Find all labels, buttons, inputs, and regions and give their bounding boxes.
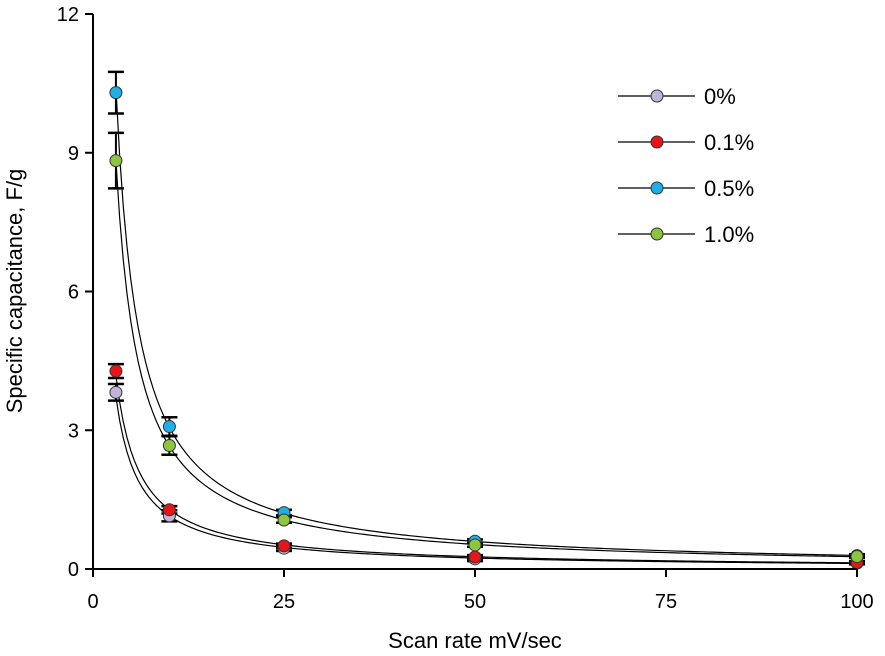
legend-marker [650, 89, 664, 103]
legend: 0% 0.1% 0.5% 1.0% [618, 84, 754, 247]
data-point [162, 503, 176, 517]
data-point [277, 539, 291, 553]
data-point [162, 420, 176, 434]
y-tick-label: 6 [68, 282, 79, 304]
y-axis-title: Specific capacitance, F/g [2, 169, 27, 414]
axes [92, 14, 857, 570]
data-point [162, 439, 176, 453]
data-points [109, 86, 864, 570]
data-point [109, 364, 123, 378]
x-tick-label: 50 [464, 591, 486, 613]
legend-marker [650, 181, 664, 195]
data-point [468, 538, 482, 552]
legend-label: 0.1% [704, 130, 754, 155]
legend-label: 1.0% [704, 222, 754, 247]
legend-marker [650, 135, 664, 149]
fit-curve-0 [115, 396, 858, 565]
x-tick-label: 25 [273, 591, 295, 613]
data-point [468, 550, 482, 564]
x-tick-label: 75 [655, 591, 677, 613]
legend-label: 0% [704, 84, 736, 109]
x-tick-label: 100 [840, 591, 873, 613]
data-point [850, 550, 864, 564]
fit-curves [115, 87, 858, 565]
fit-curve-01 [115, 375, 858, 564]
data-point [109, 385, 123, 399]
legend-marker [650, 227, 664, 241]
y-tick-label: 9 [68, 143, 79, 165]
y-ticks: 0 3 6 9 12 [57, 4, 93, 581]
legend-label: 0.5% [704, 176, 754, 201]
data-point [277, 513, 291, 527]
x-tick-label: 0 [87, 591, 98, 613]
y-tick-label: 12 [57, 4, 79, 26]
y-tick-label: 3 [68, 420, 79, 442]
y-tick-label: 0 [68, 559, 79, 581]
x-axis-title: Scan rate mV/sec [388, 628, 562, 653]
x-ticks: 0 25 50 75 100 [87, 569, 874, 613]
fit-curve-10 [115, 160, 858, 558]
data-point [109, 154, 123, 168]
data-point [109, 86, 123, 100]
fit-curve-05 [115, 87, 858, 556]
